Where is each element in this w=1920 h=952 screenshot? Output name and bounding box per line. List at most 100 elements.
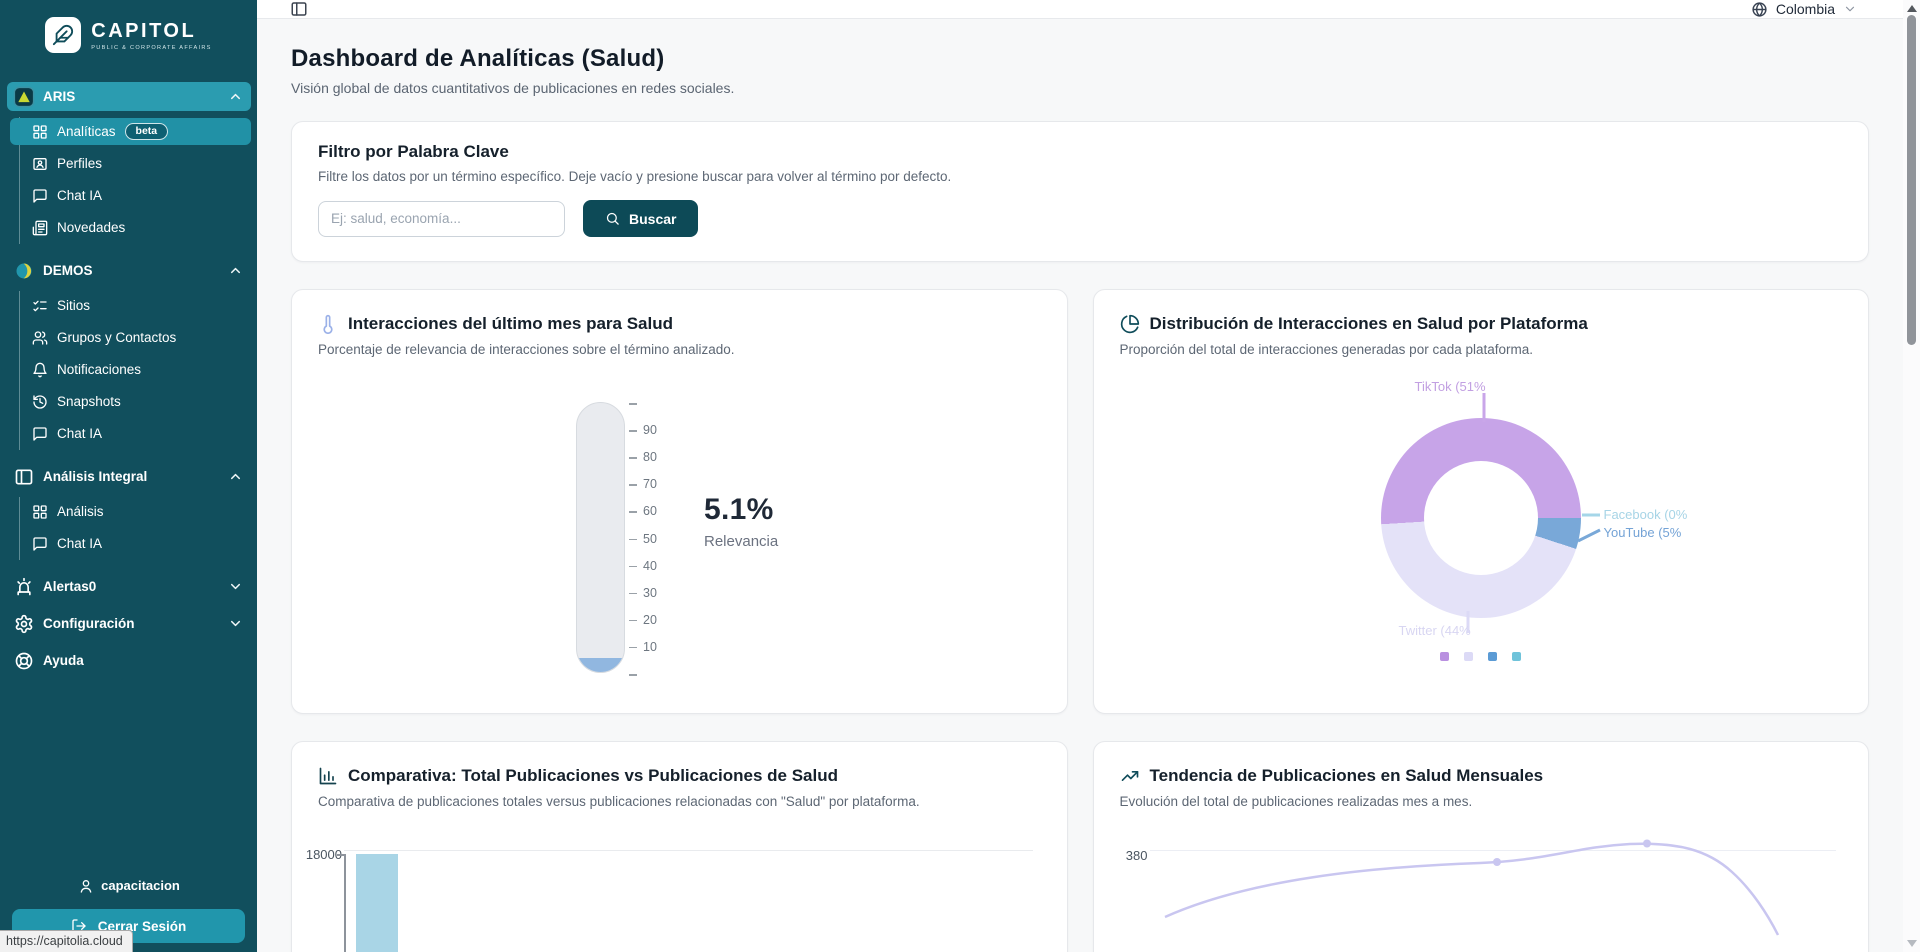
trend-ytick: 380 <box>1125 848 1148 863</box>
bar-chart-icon <box>318 766 338 786</box>
capitol-logo: CAPITOL PUBLIC & CORPORATE AFFAIRS <box>0 0 257 70</box>
donut-card: Distribución de Interacciones en Salud p… <box>1092 289 1869 714</box>
scroll-up-arrow[interactable] <box>1906 5 1917 12</box>
aris-logo-icon <box>13 86 35 108</box>
logout-label: Cerrar Sesión <box>97 918 187 934</box>
sidebar-item-novedades[interactable]: Novedades <box>10 214 251 241</box>
trend-card: Tendencia de Publicaciones en Salud Mens… <box>1092 741 1869 952</box>
gauge-tick-label: 80 <box>643 450 657 465</box>
brand-name: CAPITOL <box>91 19 197 42</box>
sidebar-item-notificaciones[interactable]: Notificaciones <box>10 356 251 383</box>
globe-icon <box>1751 1 1768 18</box>
gauge-card: Interacciones del último mes para Salud … <box>291 289 1068 714</box>
filter-title: Filtro por Palabra Clave <box>318 142 509 161</box>
indent-guide <box>19 117 20 244</box>
sidebar-item-analisis[interactable]: Análisis <box>10 498 251 525</box>
donut-legend[interactable] <box>1439 652 1521 661</box>
sidebar-section-alertas[interactable]: Alertas0 <box>7 572 251 601</box>
sidebar-item-chat-ia[interactable]: Chat IA <box>10 182 251 209</box>
trend-card-subtitle: Evolución del total de publicaciones rea… <box>1119 794 1473 809</box>
gauge-tick-label: 90 <box>643 423 657 438</box>
sidebar-item-analiticas[interactable]: Analíticas beta <box>10 118 251 145</box>
status-url-tooltip: https://capitolia.cloud <box>0 930 133 952</box>
gauge-card-title: Interacciones del último mes para Salud <box>348 314 673 333</box>
beta-badge: beta <box>124 123 169 140</box>
bars-ytick: 18000 <box>305 847 342 862</box>
gauge-tick-label: 40 <box>643 558 657 573</box>
slice-label-tiktok: TikTok (51% <box>1414 379 1486 394</box>
donut-ring <box>1380 418 1581 618</box>
trending-up-icon <box>1120 766 1140 786</box>
sidebar-item-perfiles[interactable]: Perfiles <box>10 150 251 177</box>
gauge-tick-label: 10 <box>643 639 657 654</box>
bars-card: Comparativa: Total Publicaciones vs Publ… <box>291 741 1068 952</box>
legend-swatch-3[interactable] <box>1511 652 1521 661</box>
gauge-chart: 90 80 70 60 50 40 30 20 10 5.1% Relevancia <box>318 365 1041 686</box>
gauge-value-label: Relevancia <box>704 533 779 550</box>
keyword-input[interactable] <box>318 200 565 237</box>
sidebar-item-sitios[interactable]: Sitios <box>10 292 251 319</box>
legend-swatch-0[interactable] <box>1439 652 1449 661</box>
slice-label-youtube: YouTube (5% <box>1603 525 1682 540</box>
search-button-label: Buscar <box>629 210 677 227</box>
siren-icon <box>13 576 35 598</box>
keyword-filter-card: Filtro por Palabra Clave Filtre los dato… <box>291 121 1869 262</box>
sidebar-section-ayuda[interactable]: Ayuda <box>7 646 251 675</box>
trend-line <box>1163 839 1779 936</box>
scrollbar-thumb[interactable] <box>1907 15 1916 345</box>
chat-icon <box>31 187 48 204</box>
panel-icon <box>13 466 35 488</box>
topbar: Colombia <box>257 0 1903 19</box>
donut-card-subtitle: Proporción del total de interacciones ge… <box>1119 342 1534 357</box>
filter-description: Filtre los datos por un término específi… <box>318 169 952 184</box>
chevron-up-icon <box>228 469 243 484</box>
chat-icon <box>31 535 48 552</box>
chevron-down-icon <box>228 616 243 631</box>
bars-card-subtitle: Comparativa de publicaciones totales ver… <box>318 794 920 809</box>
search-button[interactable]: Buscar <box>583 200 699 237</box>
brand-tagline: PUBLIC & CORPORATE AFFAIRS <box>91 44 212 51</box>
users-icon <box>31 329 48 346</box>
sidebar-section-configuracion[interactable]: Configuración <box>7 609 251 638</box>
gauge-card-subtitle: Porcentaje de relevancia de interaccione… <box>318 342 735 357</box>
scrollbar[interactable] <box>1903 0 1920 952</box>
gauge-tick-label: 30 <box>643 585 657 600</box>
bell-icon <box>31 361 48 378</box>
sidebar-section-demos[interactable]: DEMOS <box>7 256 251 285</box>
sidebar-item-chat-ia-demos[interactable]: Chat IA <box>10 420 251 447</box>
grid-icon <box>31 503 48 520</box>
sidebar-item-chat-ia-integral[interactable]: Chat IA <box>10 530 251 557</box>
legend-swatch-2[interactable] <box>1487 652 1497 661</box>
indent-guide <box>19 291 20 450</box>
demos-logo-icon <box>13 260 35 282</box>
sidebar-nav: ARIS Analíticas beta Perfiles Chat IA Novedad… <box>0 70 257 679</box>
main-area: Colombia Dashboard de Analíticas (Salud)… <box>257 0 1903 952</box>
thermometer-icon <box>318 314 338 334</box>
sidebar-item-snapshots[interactable]: Snapshots <box>10 388 251 415</box>
page-title: Dashboard de Analíticas (Salud) <box>291 45 665 72</box>
sidebar-section-analisis-integral[interactable]: Análisis Integral <box>7 462 251 491</box>
region-selector[interactable]: Colombia <box>1751 1 1857 18</box>
sidebar-section-aris[interactable]: ARIS <box>7 82 251 111</box>
sidebar: CAPITOL PUBLIC & CORPORATE AFFAIRS ARIS A… <box>0 0 257 952</box>
legend-swatch-1[interactable] <box>1463 652 1473 661</box>
bars-chart: 18000 <box>306 817 1041 952</box>
slice-label-facebook: Facebook (0% <box>1603 507 1688 522</box>
current-user: capacitacion <box>12 877 245 894</box>
sidebar-toggle-icon[interactable] <box>290 0 308 18</box>
gauge-tick-label: 70 <box>643 477 657 492</box>
sidebar-item-grupos-y-contactos[interactable]: Grupos y Contactos <box>10 324 251 351</box>
content: Dashboard de Analíticas (Salud) Visión g… <box>257 19 1903 952</box>
scroll-down-arrow[interactable] <box>1906 940 1917 947</box>
chat-icon <box>31 425 48 442</box>
gauge-value: 5.1% <box>704 493 774 526</box>
feather-icon <box>45 17 82 53</box>
chevron-up-icon <box>228 263 243 278</box>
gauge-tick-label: 50 <box>643 531 657 546</box>
trend-card-title: Tendencia de Publicaciones en Salud Mens… <box>1149 766 1544 785</box>
thermometer-track <box>576 402 625 673</box>
id-card-icon <box>31 155 48 172</box>
gauge-axis: 90 80 70 60 50 40 30 20 10 <box>629 403 699 676</box>
donut-card-title: Distribución de Interacciones en Salud p… <box>1149 314 1588 333</box>
